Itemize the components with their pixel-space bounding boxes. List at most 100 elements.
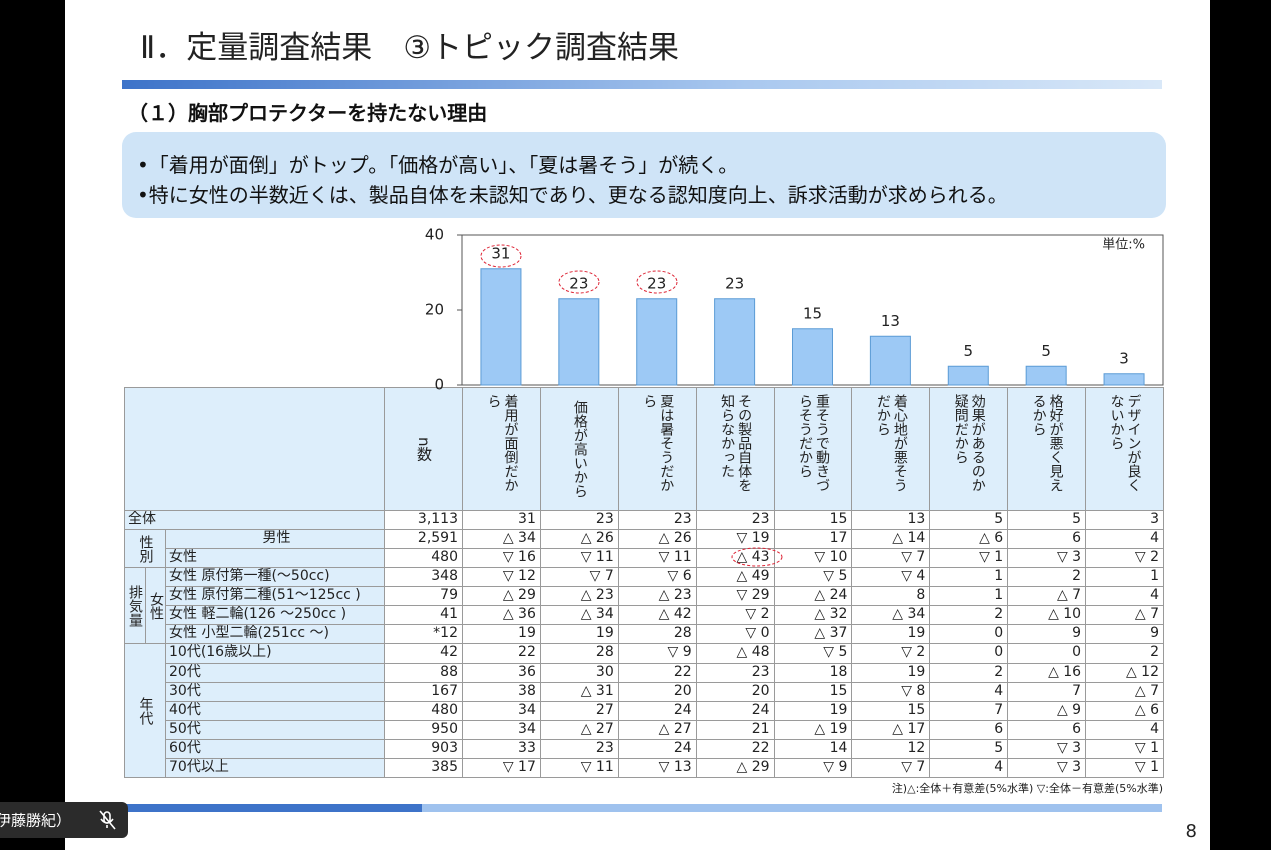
- table-cell: ▽ 4: [851, 567, 931, 588]
- row-n: 42: [384, 643, 463, 664]
- row-label: 女性: [165, 548, 385, 569]
- table-cell: ▽ 3: [1007, 548, 1087, 569]
- row-label: 全体: [124, 510, 385, 531]
- row-label: 50代: [165, 719, 385, 740]
- table-cell: 27: [539, 700, 619, 721]
- table-cell: 4: [1085, 586, 1164, 607]
- table-cell: △ 24: [773, 586, 853, 607]
- table-cell: 34: [462, 719, 541, 740]
- table-cell: 7: [1007, 681, 1087, 702]
- table-cell: ▽ 0: [695, 624, 775, 645]
- table-cell: 4: [1085, 719, 1164, 740]
- row-n: 903: [384, 738, 463, 759]
- table-cell: △ 26: [539, 529, 619, 550]
- table-cell: △ 7: [1085, 605, 1164, 626]
- row-n: 480: [384, 548, 463, 569]
- table-cell: 20: [695, 681, 775, 702]
- table-cell: 15: [773, 681, 853, 702]
- row-label: 30代: [165, 681, 385, 702]
- category-header: 価格が高いから: [539, 387, 619, 511]
- table-cell: ▽ 8: [851, 681, 931, 702]
- row-n: 3,113: [384, 510, 463, 531]
- table-cell: △ 32: [773, 605, 853, 626]
- table-cell: ▽ 7: [851, 757, 931, 778]
- table-cell: △ 6: [1085, 700, 1164, 721]
- row-label: 40代: [165, 700, 385, 721]
- table-cell: △ 26: [617, 529, 697, 550]
- table-cell: △ 42: [617, 605, 697, 626]
- participant-name: 伊藤勝紀）: [0, 812, 71, 830]
- table-cell: ▽ 17: [462, 757, 541, 778]
- table-cell: △ 12: [1085, 662, 1164, 683]
- table-cell: 0: [929, 643, 1009, 664]
- table-cell: 8: [851, 586, 931, 607]
- table-cell: 31: [462, 510, 541, 531]
- table-cell: 4: [929, 681, 1009, 702]
- table-cell: ▽ 16: [462, 548, 541, 569]
- table-cell: 5: [929, 738, 1009, 759]
- row-n: 2,591: [384, 529, 463, 550]
- group-label: 年代: [124, 643, 166, 778]
- summary-box: [122, 132, 1166, 218]
- table-cell: △ 29: [462, 586, 541, 607]
- group-label: 排気量: [124, 567, 146, 645]
- table-cell: ▽ 1: [929, 548, 1009, 569]
- table-cell: 24: [617, 700, 697, 721]
- table-cell: 33: [462, 738, 541, 759]
- table-cell: ▽ 5: [773, 567, 853, 588]
- table-cell: ▽ 3: [1007, 757, 1087, 778]
- row-label: 女性 原付第一種(～50cc): [165, 567, 385, 588]
- table-cell: 19: [851, 624, 931, 645]
- table-cell: ▽ 9: [773, 757, 853, 778]
- row-label: 60代: [165, 738, 385, 759]
- table-cell: 28: [539, 643, 619, 664]
- table-cell: 24: [695, 700, 775, 721]
- table-cell: 0: [929, 624, 1009, 645]
- table-cell: 23: [695, 510, 775, 531]
- category-header: 着心地が悪そうだから: [851, 387, 931, 511]
- table-cell: 2: [929, 605, 1009, 626]
- table-cell: △ 16: [1007, 662, 1087, 683]
- table-cell: 1: [929, 567, 1009, 588]
- table-cell: 22: [695, 738, 775, 759]
- table-cell: △ 7: [1085, 681, 1164, 702]
- table-cell: ▽ 5: [773, 643, 853, 664]
- table-cell: ▽ 9: [617, 643, 697, 664]
- category-header: デザインが良くないから: [1085, 387, 1164, 511]
- table-cell: 23: [617, 510, 697, 531]
- table-cell: 9: [1007, 624, 1087, 645]
- table-cell: 5: [929, 510, 1009, 531]
- table-cell: 4: [1085, 529, 1164, 550]
- table-cell: 12: [851, 738, 931, 759]
- table-cell: △ 34: [539, 605, 619, 626]
- table-cell: △ 29: [695, 757, 775, 778]
- section-subtitle: （１）胸部プロテクターを持たない理由: [128, 101, 488, 125]
- table-cell: ▽ 13: [617, 757, 697, 778]
- table-cell: 22: [617, 662, 697, 683]
- header-blank: [124, 387, 385, 511]
- row-label: 女性 軽二輪(126 ～250cc ): [165, 605, 385, 626]
- row-n: 88: [384, 662, 463, 683]
- row-n: *12: [384, 624, 463, 645]
- table-cell: 24: [617, 738, 697, 759]
- category-header: 効果があるのか疑問だから: [929, 387, 1009, 511]
- table-cell: △ 23: [539, 586, 619, 607]
- table-cell: 7: [929, 700, 1009, 721]
- table-cell: 19: [462, 624, 541, 645]
- table-cell: ▽ 7: [851, 548, 931, 569]
- category-header: 重そうで動きづらそうだから: [773, 387, 853, 511]
- row-label: 10代(16歳以上): [165, 643, 385, 664]
- n-header: n数: [384, 387, 463, 511]
- table-cell: △ 14: [851, 529, 931, 550]
- table-cell: 6: [929, 719, 1009, 740]
- table-cell: △ 36: [462, 605, 541, 626]
- table-cell: 3: [1085, 510, 1164, 531]
- table-cell: △ 43: [695, 548, 775, 569]
- table-cell: △ 31: [539, 681, 619, 702]
- table-cell: △ 37: [773, 624, 853, 645]
- group-sublabel: 女性: [145, 567, 166, 645]
- category-header: その製品自体を知らなかった: [695, 387, 775, 511]
- title-rule: [122, 80, 1162, 89]
- summary-line: •特に女性の半数近くは、製品自体を未認知であり、更なる認知度向上、訴求活動が求め…: [137, 183, 1008, 207]
